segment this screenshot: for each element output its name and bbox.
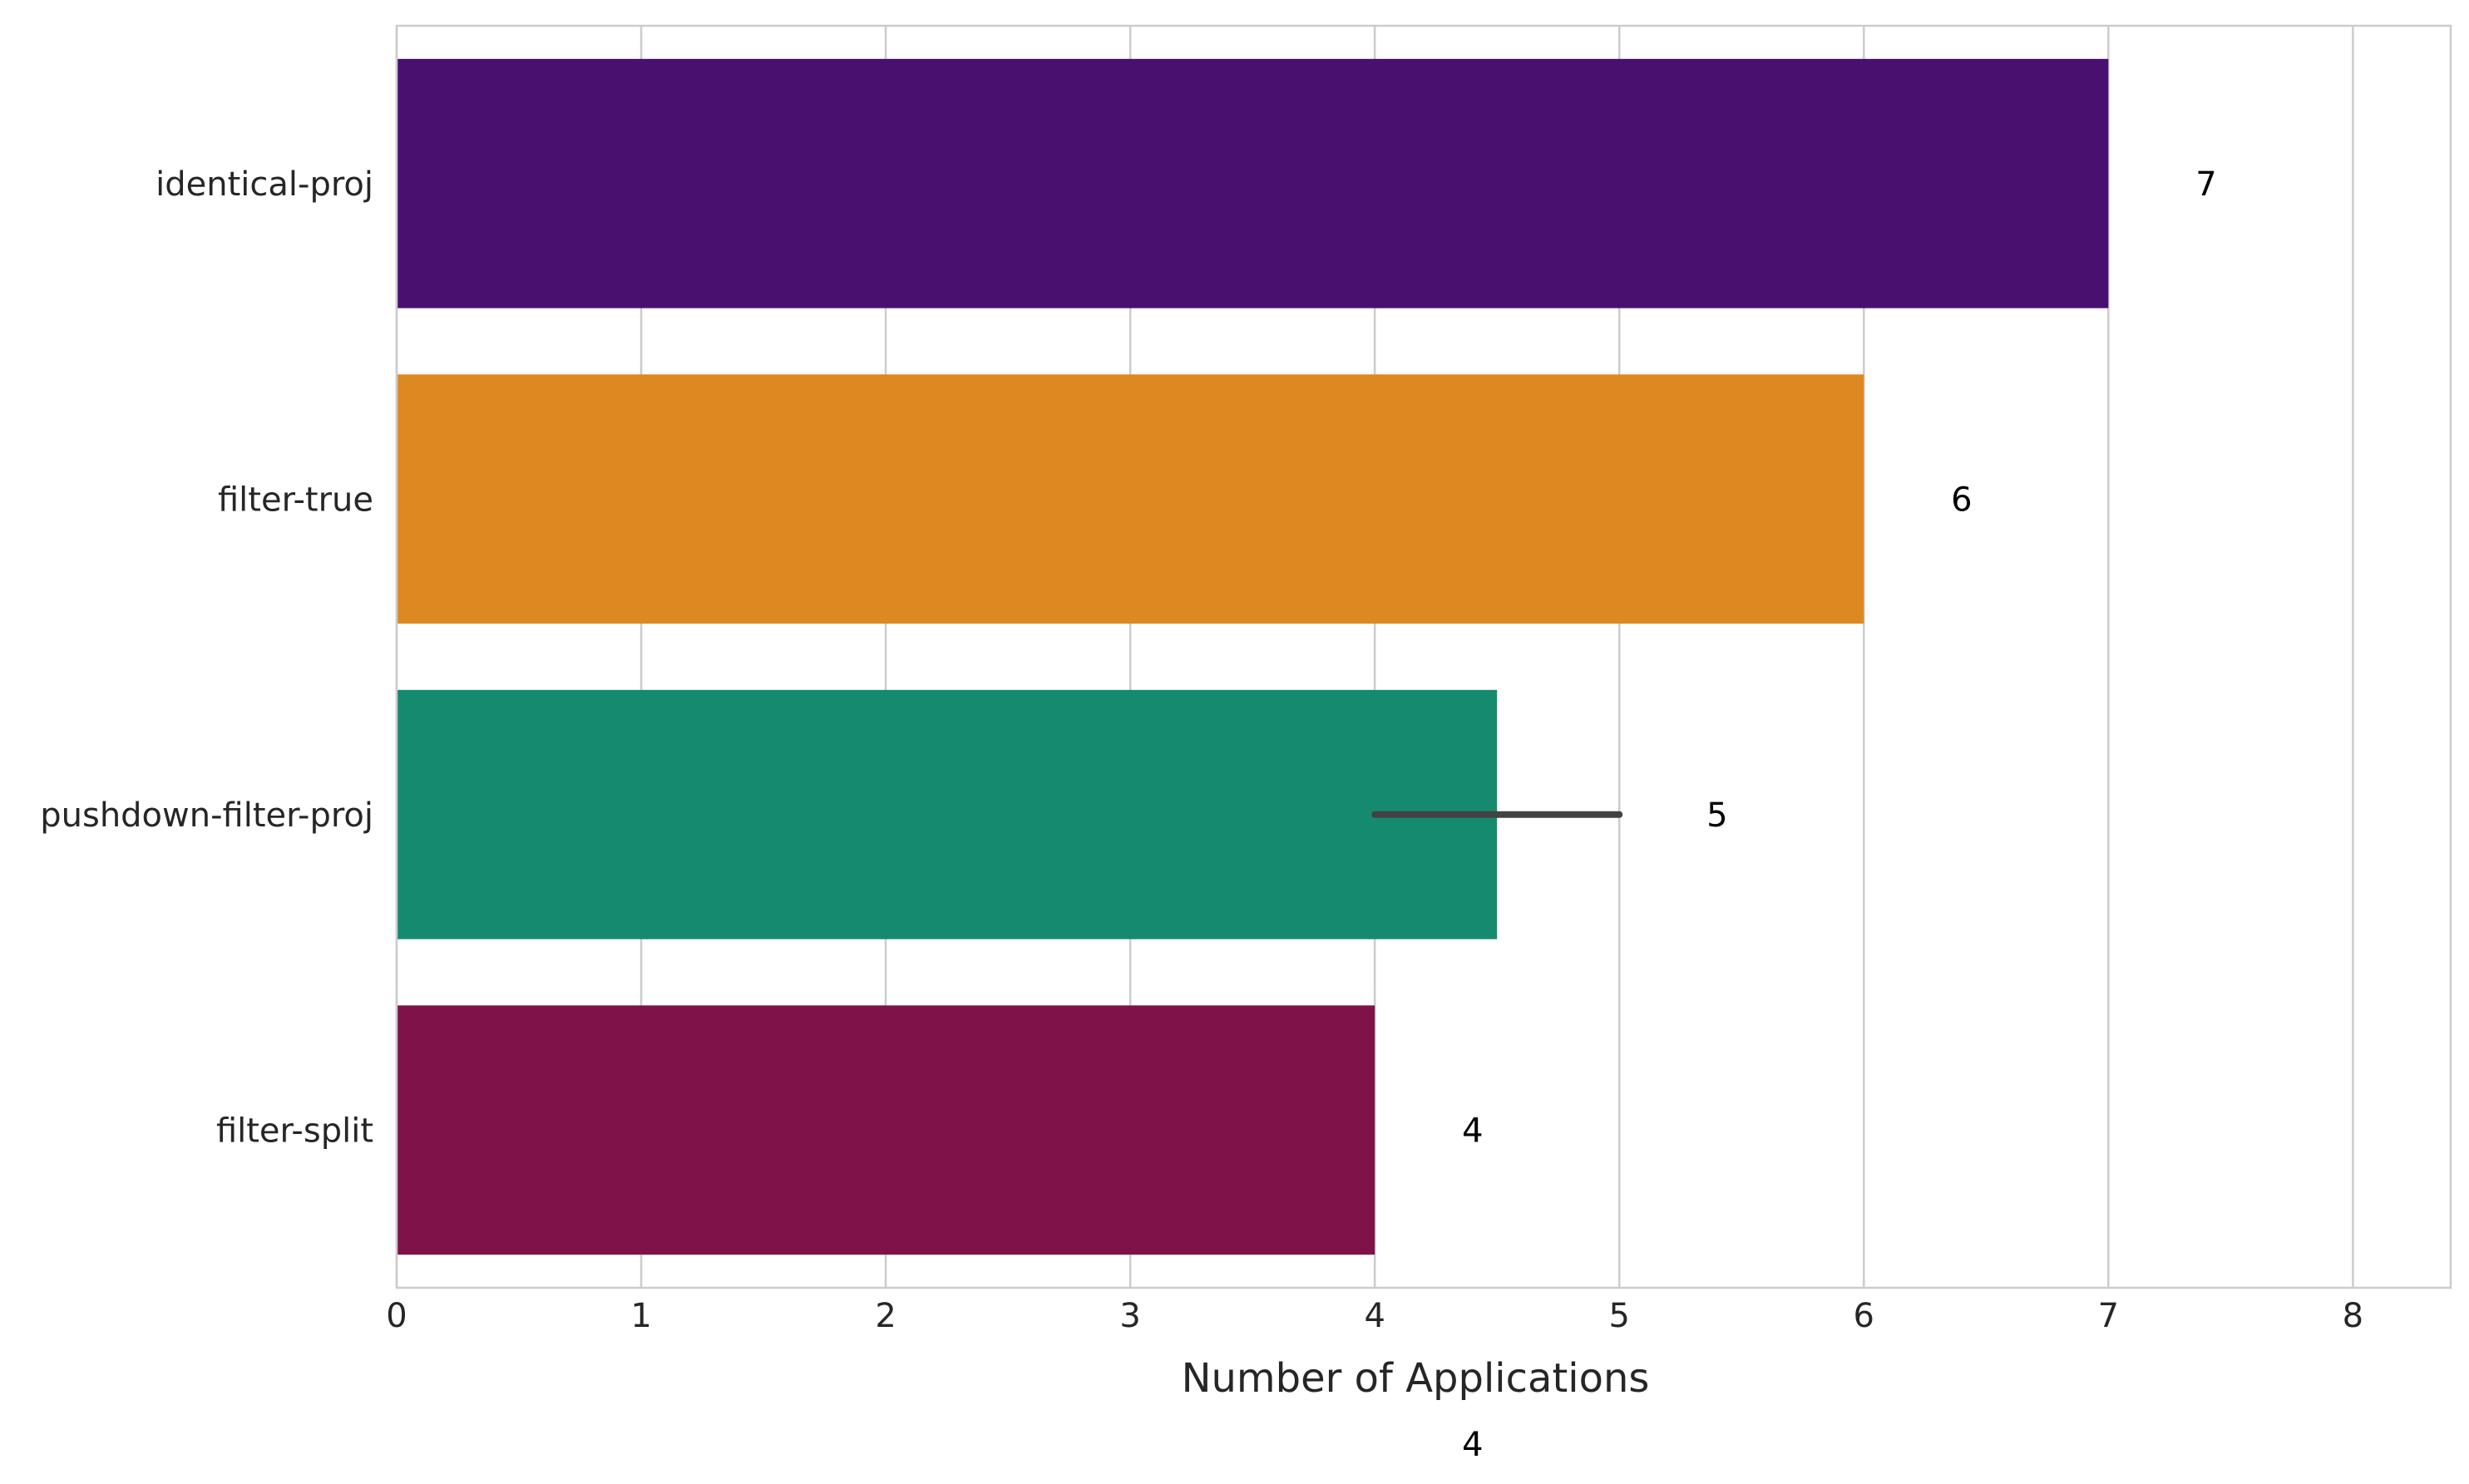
plot-frame [395, 24, 2452, 1289]
category-label: pushdown-filter-proj [40, 796, 373, 835]
extra-data-label: 4 [1462, 1426, 1483, 1464]
x-tick-label: 3 [1119, 1297, 1140, 1335]
bar-filter-split [397, 1005, 1375, 1255]
bar-filter-true [397, 374, 1864, 624]
x-tick-label: 7 [2098, 1297, 2119, 1335]
bar-pushdown-filter-proj [397, 689, 1498, 939]
x-tick-label: 4 [1364, 1297, 1385, 1335]
category-label: filter-split [216, 1112, 373, 1150]
x-tick-label: 1 [630, 1297, 651, 1335]
x-axis-label: Number of Applications [1182, 1355, 1650, 1402]
data-label: 7 [2195, 165, 2216, 204]
x-tick-label: 6 [1854, 1297, 1874, 1335]
x-tick-label: 5 [1609, 1297, 1630, 1335]
bars [397, 58, 2109, 1255]
x-tick-labels: 0 1 2 3 4 5 6 7 8 [386, 1297, 2363, 1335]
data-label: 4 [1462, 1112, 1483, 1150]
x-tick-label: 0 [386, 1297, 407, 1335]
data-labels: 7 6 5 4 [1462, 165, 2217, 1151]
data-label: 6 [1951, 481, 1972, 519]
category-labels: identical-proj filter-true pushdown-filter… [40, 165, 373, 1151]
x-tick-label: 2 [875, 1297, 896, 1335]
category-label: filter-true [218, 481, 373, 519]
data-label: 5 [1706, 796, 1727, 835]
bar-identical-proj [397, 58, 2109, 308]
category-label: identical-proj [156, 165, 373, 204]
x-tick-label: 8 [2343, 1297, 2363, 1335]
